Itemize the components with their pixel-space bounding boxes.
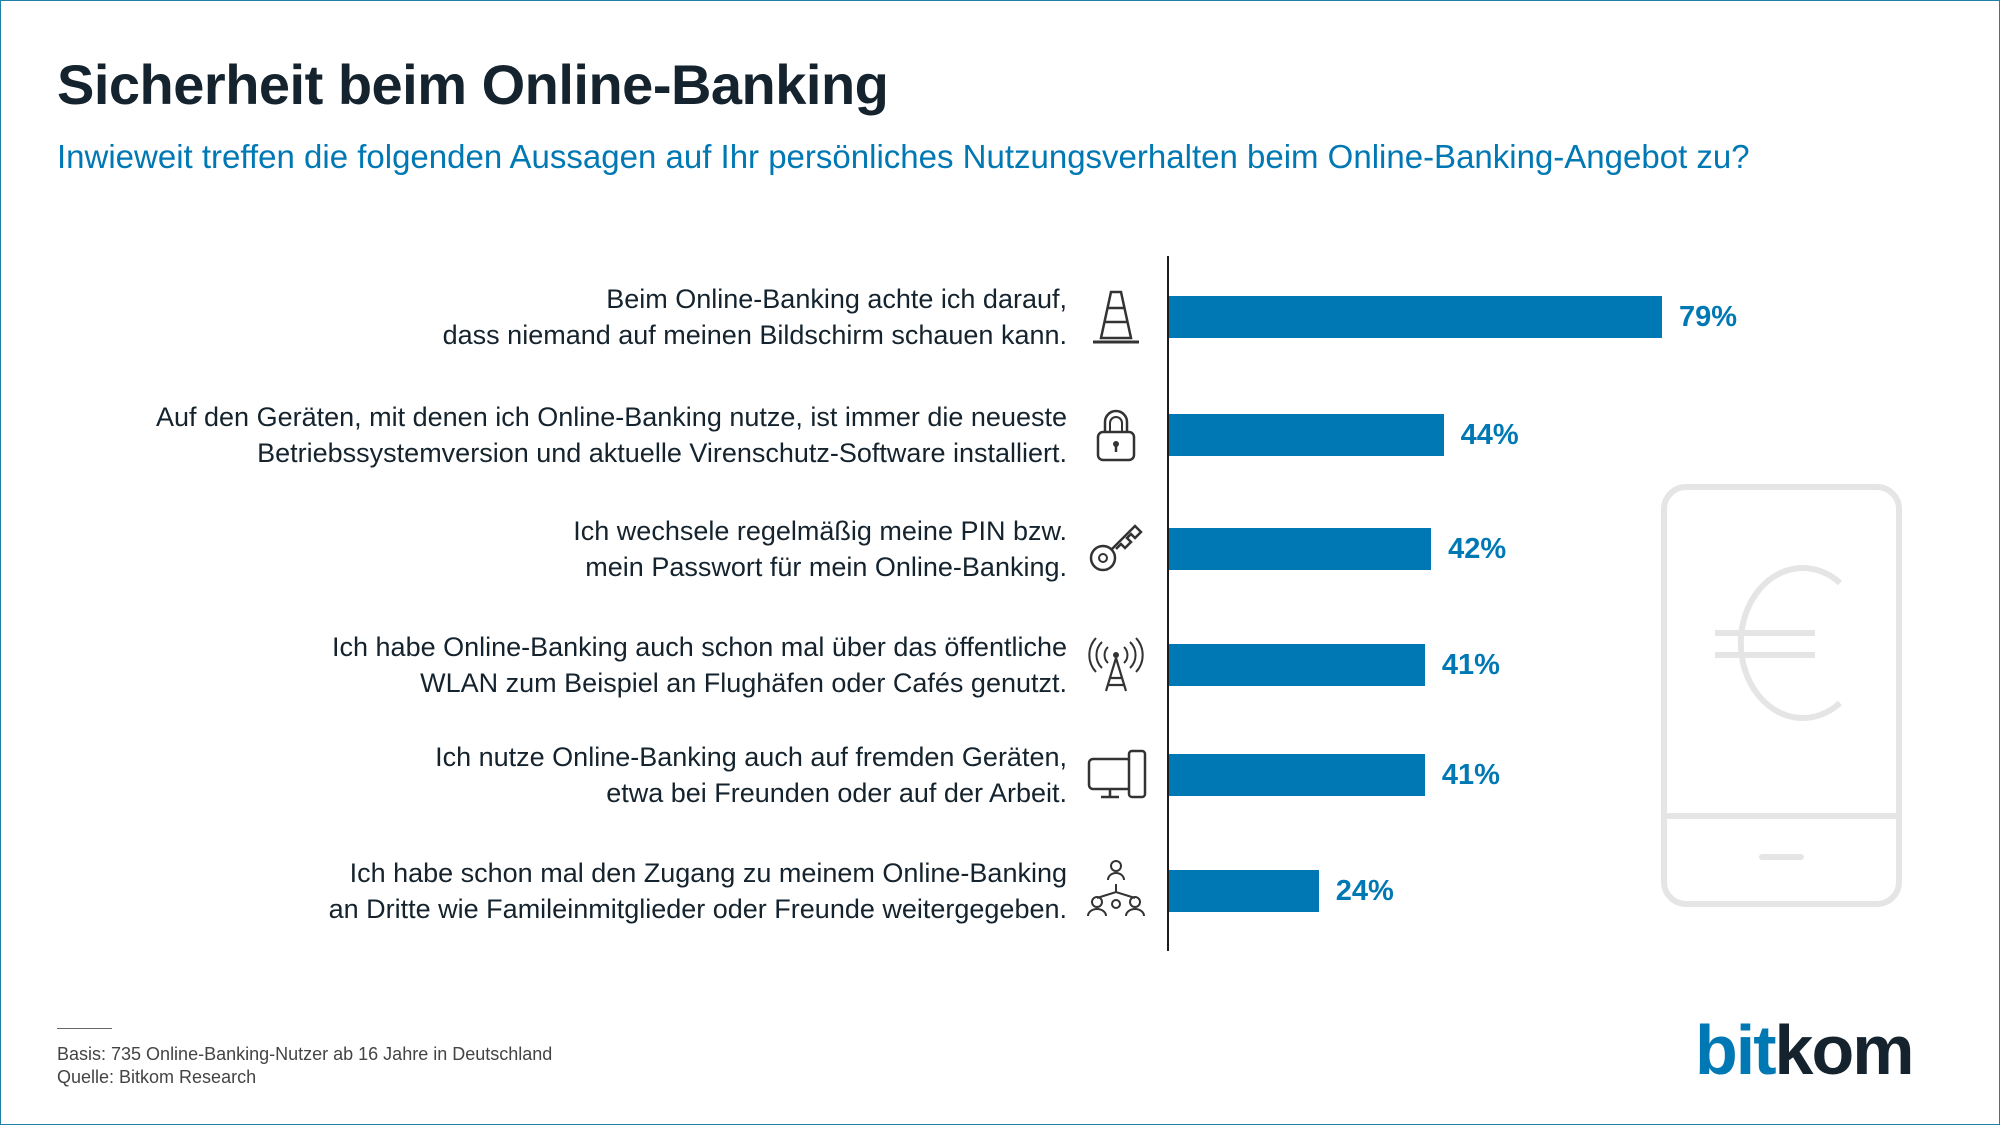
data-label: 42% xyxy=(1448,533,1507,565)
category-label: Ich nutze Online-Banking auch auf fremde… xyxy=(0,739,1067,811)
wifi-antenna-icon xyxy=(1088,637,1144,692)
logo-part-bit: bit xyxy=(1695,1011,1777,1089)
phone-euro-icon xyxy=(1661,484,1902,907)
chart-subtitle: Inwieweit treffen die folgenden Aussagen… xyxy=(57,138,1750,175)
category-label: Auf den Geräten, mit denen ich Online-Ba… xyxy=(0,399,1067,471)
category-label-line: Auf den Geräten, mit denen ich Online-Ba… xyxy=(156,402,1067,432)
bar xyxy=(1169,644,1425,686)
bar xyxy=(1169,414,1444,456)
category-label: Ich habe schon mal den Zugang zu meinem … xyxy=(0,855,1067,927)
logo-part-kom: kom xyxy=(1774,1011,1915,1089)
footnote-basis: Basis: 735 Online-Banking-Nutzer ab 16 J… xyxy=(57,1044,553,1064)
category-label-line: Ich wechsele regelmäßig meine PIN bzw. xyxy=(573,516,1067,546)
category-label-line: etwa bei Freunden oder auf der Arbeit. xyxy=(606,778,1067,808)
bar xyxy=(1169,528,1432,570)
y-axis-line xyxy=(1167,256,1169,951)
category-label-line: mein Passwort für mein Online-Banking. xyxy=(585,552,1067,582)
category-label-line: Ich nutze Online-Banking auch auf fremde… xyxy=(435,742,1067,772)
bar xyxy=(1169,870,1319,912)
category-label: Beim Online-Banking achte ich darauf, das… xyxy=(0,281,1067,353)
category-label-line: Ich habe Online-Banking auch schon mal ü… xyxy=(332,632,1067,662)
key-icon xyxy=(1089,524,1143,572)
data-label: 41% xyxy=(1441,649,1500,681)
bar xyxy=(1169,296,1662,338)
category-label: Ich wechsele regelmäßig meine PIN bzw. me… xyxy=(0,513,1067,585)
category-label-line: WLAN zum Beispiel an Flughäfen oder Café… xyxy=(420,668,1067,698)
category-label: Ich habe Online-Banking auch schon mal ü… xyxy=(0,629,1067,701)
data-label: 44% xyxy=(1460,419,1519,451)
data-label: 79% xyxy=(1679,301,1738,333)
chart-title: Sicherheit beim Online-Banking xyxy=(57,53,889,116)
footnote-source: Quelle: Bitkom Research xyxy=(57,1067,257,1087)
bar xyxy=(1169,754,1425,796)
traffic-cone-icon xyxy=(1093,290,1139,344)
category-label-line: dass niemand auf meinen Bildschirm schau… xyxy=(442,320,1067,350)
devices-icon xyxy=(1087,749,1147,799)
category-label-line: Betriebssystemversion und aktuelle Viren… xyxy=(257,438,1067,468)
data-label: 41% xyxy=(1441,759,1500,791)
category-label-line: an Dritte wie Famileinmitglieder oder Fr… xyxy=(328,894,1067,924)
network-people-icon xyxy=(1087,860,1145,917)
data-label: 24% xyxy=(1335,875,1394,907)
category-label-line: Ich habe schon mal den Zugang zu meinem … xyxy=(349,858,1067,888)
bitkom-logo: bitkom xyxy=(1695,1010,1915,1090)
category-label-line: Beim Online-Banking achte ich darauf, xyxy=(606,284,1067,314)
padlock-icon xyxy=(1096,409,1136,462)
footnote-divider xyxy=(57,1028,112,1029)
